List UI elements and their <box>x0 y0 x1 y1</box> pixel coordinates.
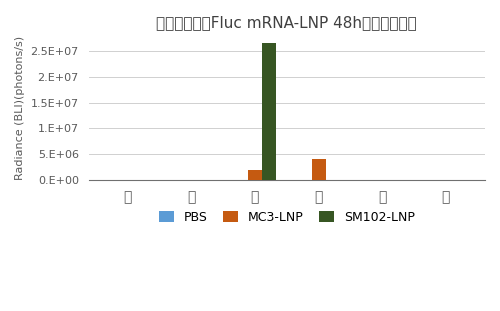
Bar <box>312 160 326 180</box>
Title: 小鼠静脉注射Fluc mRNA-LNP 48h后的生物分布: 小鼠静脉注射Fluc mRNA-LNP 48h后的生物分布 <box>156 15 417 30</box>
Bar <box>248 170 262 180</box>
Legend: PBS, MC3-LNP, SM102-LNP: PBS, MC3-LNP, SM102-LNP <box>154 206 419 229</box>
Bar <box>262 43 276 180</box>
Y-axis label: Radiance (BLI)(photons/s): Radiance (BLI)(photons/s) <box>15 36 25 180</box>
